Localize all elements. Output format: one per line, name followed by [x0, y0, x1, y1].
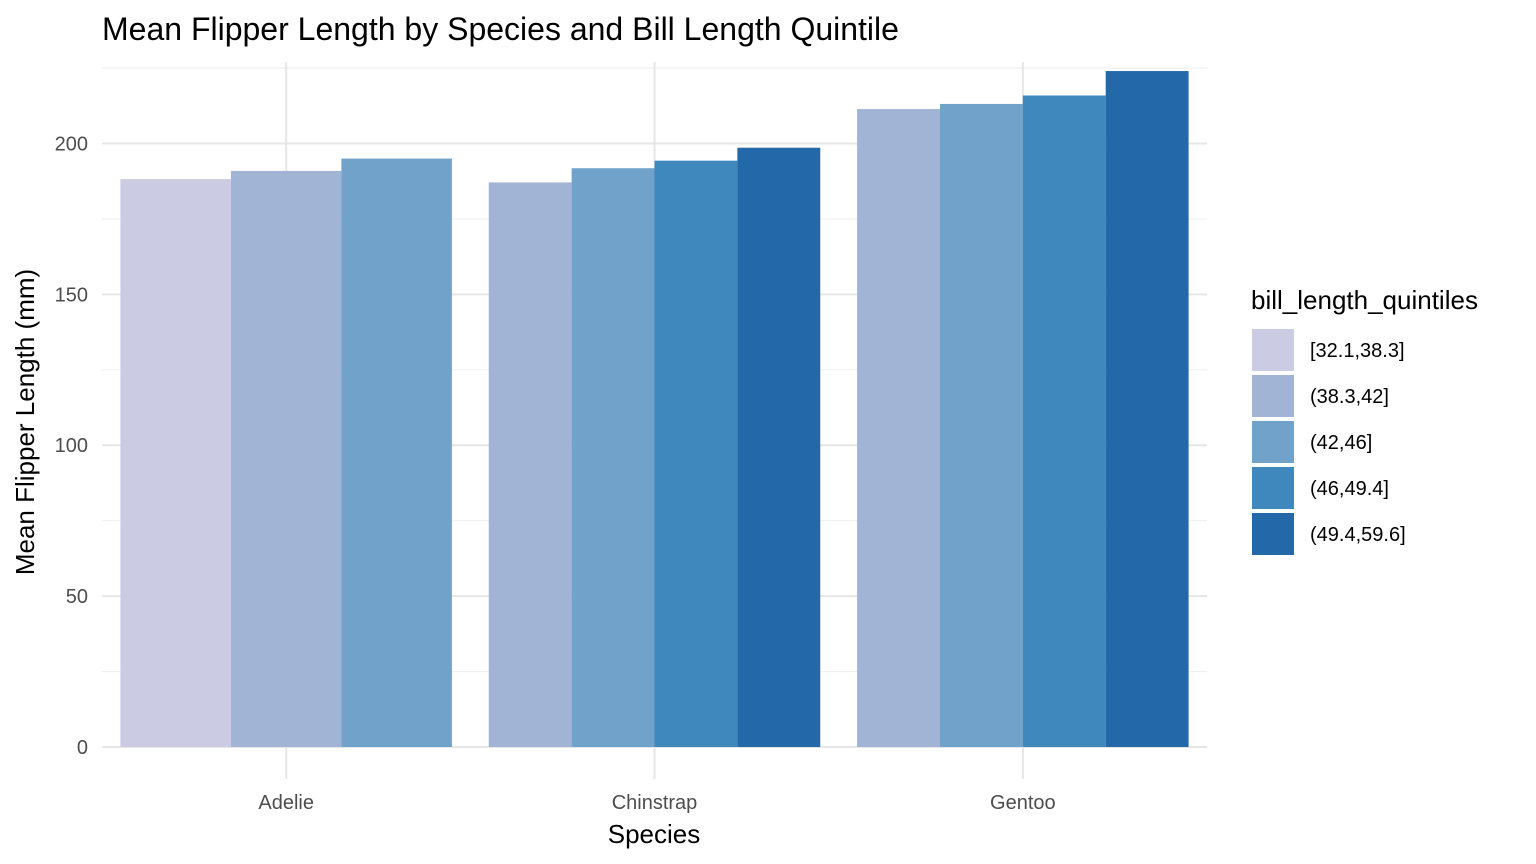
bar [737, 147, 821, 747]
legend-key [1252, 421, 1294, 463]
x-axis-title: Species [608, 819, 701, 849]
bar [341, 158, 452, 748]
bar [1022, 95, 1106, 747]
x-tick-label: Adelie [258, 792, 314, 814]
y-tick-label: 150 [55, 284, 88, 306]
y-tick-label: 100 [55, 435, 88, 457]
y-tick-label: 200 [55, 133, 88, 155]
bar [1105, 71, 1189, 748]
bars [120, 71, 1189, 748]
legend-label: (42,46] [1310, 432, 1372, 454]
x-tick-label: Gentoo [990, 792, 1056, 814]
bar [857, 109, 940, 747]
legend: bill_length_quintiles [32.1,38.3] (38.3,4… [1251, 285, 1478, 555]
legend-items: [32.1,38.3] (38.3,42] (42,46] (46,49.4] (49.… [1252, 329, 1406, 555]
bar [488, 182, 572, 747]
y-axis-title: Mean Flipper Length (mm) [10, 269, 40, 575]
legend-title: bill_length_quintiles [1251, 285, 1478, 315]
y-axis-ticks: 0 50 100 150 200 [55, 133, 88, 759]
bar [120, 179, 231, 748]
legend-key [1252, 329, 1294, 371]
bar [654, 160, 738, 747]
legend-key [1252, 513, 1294, 555]
bar [230, 170, 342, 747]
legend-key [1252, 467, 1294, 509]
y-tick-label: 50 [66, 586, 88, 608]
chart-title: Mean Flipper Length by Species and Bill … [102, 11, 899, 47]
x-tick-label: Chinstrap [612, 792, 698, 814]
legend-label: (46,49.4] [1310, 478, 1389, 500]
legend-key [1252, 375, 1294, 417]
y-tick-label: 0 [77, 737, 88, 759]
legend-label: (49.4,59.6] [1310, 524, 1406, 546]
bar [939, 103, 1023, 747]
legend-label: [32.1,38.3] [1310, 340, 1405, 362]
legend-label: (38.3,42] [1310, 386, 1389, 408]
bar [571, 168, 655, 747]
x-axis-ticks: Adelie Chinstrap Gentoo [258, 792, 1055, 814]
